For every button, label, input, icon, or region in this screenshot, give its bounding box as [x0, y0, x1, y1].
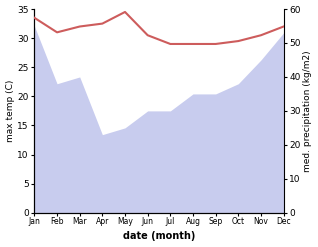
Y-axis label: max temp (C): max temp (C): [5, 80, 15, 142]
X-axis label: date (month): date (month): [123, 231, 195, 242]
Y-axis label: med. precipitation (kg/m2): med. precipitation (kg/m2): [303, 50, 313, 172]
